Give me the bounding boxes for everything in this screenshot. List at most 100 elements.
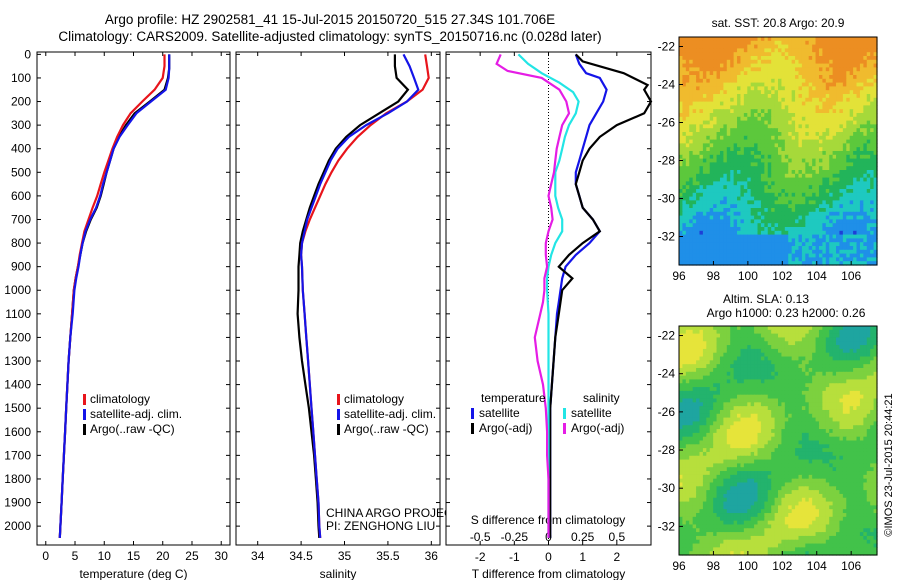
map-cell (815, 40, 820, 46)
map-cell (808, 211, 813, 217)
map-cell (696, 326, 701, 331)
map-cell (767, 158, 772, 163)
map-cell (696, 227, 701, 232)
map-cell (808, 208, 813, 213)
map-cell (682, 94, 687, 99)
map-cell (784, 238, 789, 243)
map-cell (757, 139, 762, 144)
map-cell (726, 215, 731, 220)
map-cell (679, 147, 684, 152)
legend-label: Argo(..raw -QC) (90, 422, 175, 436)
map-cell (747, 154, 752, 160)
map-cell (757, 185, 762, 190)
depth-tick-label: 1300 (4, 354, 31, 368)
map-cell (757, 67, 762, 72)
map-cell (822, 238, 827, 243)
map-cell (764, 52, 769, 57)
map-cell (696, 109, 701, 114)
map-cell (849, 211, 854, 217)
map-cell (849, 223, 854, 228)
map-cell (812, 371, 817, 377)
map-cell (798, 82, 803, 87)
map-cell (853, 261, 858, 266)
map-cell (733, 63, 738, 68)
map-cell (719, 402, 724, 407)
map-cell (791, 135, 796, 141)
map-cell (853, 158, 858, 163)
map-cell (842, 223, 847, 228)
map-cell (842, 52, 847, 57)
map-cell (706, 341, 711, 346)
map-cell (723, 261, 728, 266)
map-cell (754, 44, 759, 49)
map-cell (679, 192, 684, 198)
map-cell (863, 356, 868, 361)
map-cell (815, 158, 820, 163)
map-cell (764, 379, 769, 384)
map-cell (692, 154, 697, 160)
map-cell (863, 59, 868, 65)
map-cell (795, 238, 800, 243)
map-cell (849, 261, 854, 266)
map-cell (709, 59, 714, 65)
map-cell (788, 337, 793, 342)
map-cell (856, 109, 861, 114)
map-cell (853, 227, 858, 232)
map-cell (733, 402, 738, 407)
map-cell (679, 185, 684, 190)
map-cell (873, 59, 878, 65)
map-cell (784, 71, 789, 76)
map-cell (771, 48, 776, 53)
map-cell (702, 154, 707, 160)
map-cell (743, 379, 748, 384)
map-cell (873, 40, 878, 46)
map-cell (764, 398, 769, 403)
map-cell (737, 166, 742, 171)
map-cell (808, 166, 813, 171)
map-cell (709, 181, 714, 186)
map-cell (818, 234, 823, 239)
x-tick-label: 106 (841, 269, 861, 283)
map-cell (719, 257, 724, 262)
map-cell (699, 116, 704, 122)
map-cell (863, 192, 868, 198)
map-cell (849, 101, 854, 106)
map-cell (679, 86, 684, 91)
map-cell (829, 196, 834, 201)
map-cell (791, 367, 796, 373)
map-cell (866, 132, 871, 137)
map-cell (805, 124, 810, 129)
map-cell (788, 105, 793, 110)
map-cell (853, 63, 858, 68)
map-cell (818, 348, 823, 354)
x-tick-label: 20 (156, 549, 170, 563)
map-cell (719, 177, 724, 182)
map-cell (679, 40, 684, 46)
map-cell (839, 360, 844, 365)
map-cell (743, 86, 748, 91)
map-cell (760, 59, 765, 65)
map-cell (702, 52, 707, 57)
map-cell (682, 170, 687, 175)
map-cell (696, 337, 701, 342)
map-cell (689, 326, 694, 331)
map-cell (733, 135, 738, 141)
map-cell (795, 82, 800, 87)
map-cell (723, 67, 728, 72)
map-cell (805, 364, 810, 369)
map-cell (702, 223, 707, 228)
map-cell (679, 246, 684, 251)
map-cell (750, 67, 755, 72)
map-cell (849, 67, 854, 72)
map-cell (801, 383, 806, 388)
map-cell (692, 242, 697, 247)
map-cell (696, 63, 701, 68)
map-cell (767, 86, 772, 91)
map-cell (743, 242, 748, 247)
map-cell (859, 71, 864, 76)
map-cell (709, 86, 714, 91)
map-cell (791, 356, 796, 361)
map-cell (870, 398, 875, 403)
map-cell (846, 192, 851, 198)
map-cell (805, 246, 810, 251)
